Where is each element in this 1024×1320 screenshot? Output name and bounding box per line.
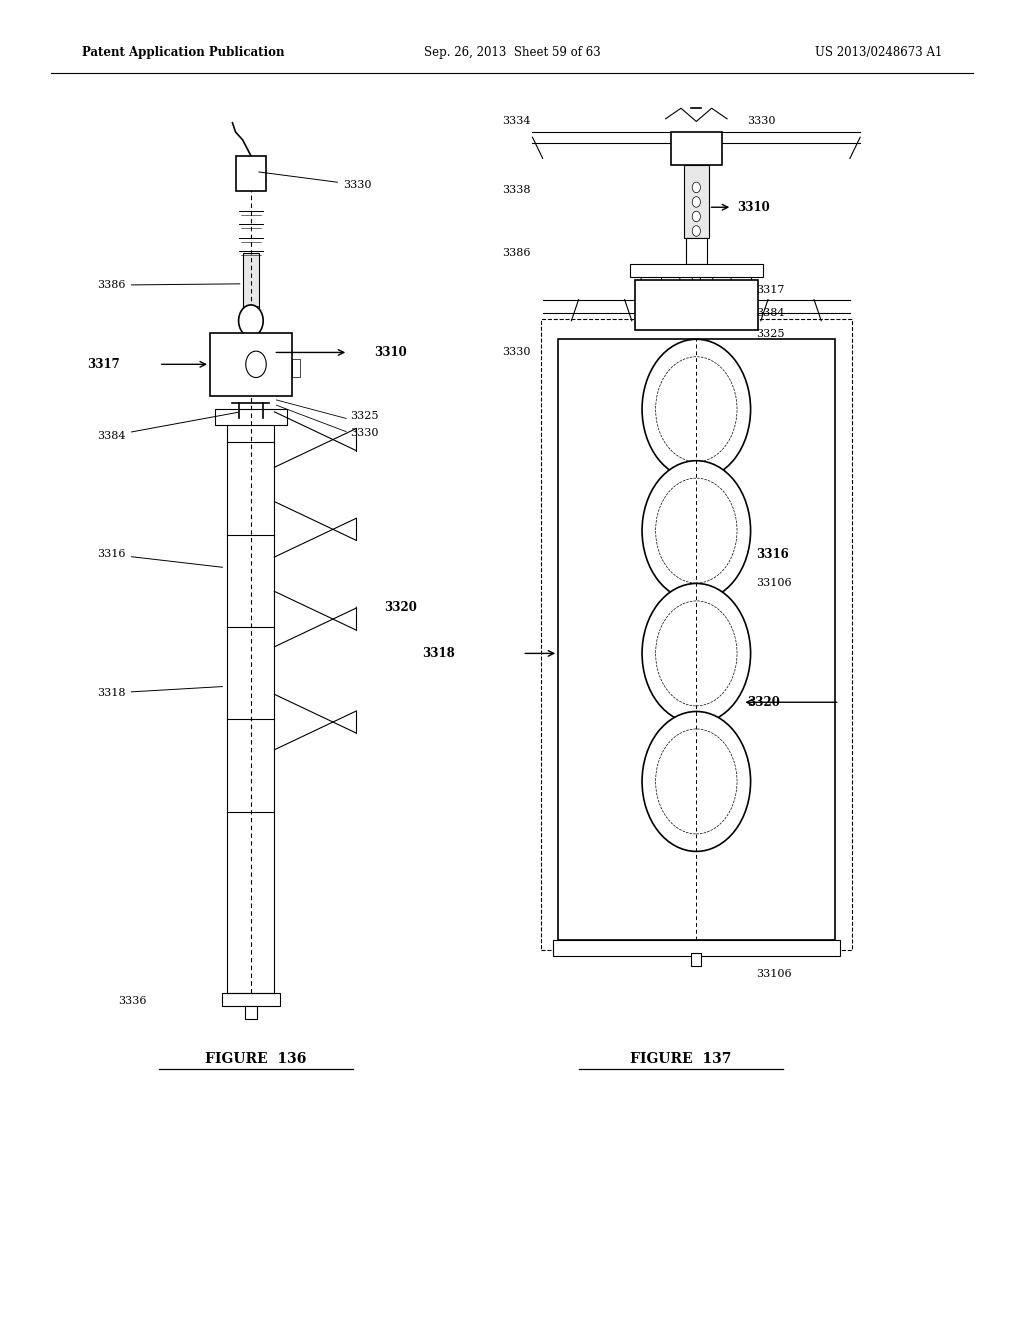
Bar — [222, 993, 280, 1006]
Circle shape — [655, 356, 737, 462]
Text: 3310: 3310 — [737, 201, 770, 214]
Text: 3316: 3316 — [756, 548, 788, 561]
Bar — [553, 940, 840, 956]
Text: 3386: 3386 — [97, 280, 240, 290]
Text: 3384: 3384 — [97, 412, 238, 441]
Circle shape — [655, 478, 737, 583]
Circle shape — [642, 461, 751, 601]
Circle shape — [655, 601, 737, 706]
Bar — [635, 280, 758, 330]
Text: 3316: 3316 — [97, 549, 222, 568]
Circle shape — [692, 226, 700, 236]
Bar — [691, 953, 701, 966]
Text: 3330: 3330 — [259, 172, 372, 190]
Text: 3330: 3330 — [748, 116, 776, 127]
Text: 3318: 3318 — [422, 647, 455, 660]
Circle shape — [642, 711, 751, 851]
Text: Patent Application Publication: Patent Application Publication — [82, 46, 285, 59]
Bar — [684, 165, 709, 238]
Text: 3317: 3317 — [756, 285, 784, 296]
Bar — [243, 253, 259, 314]
Circle shape — [692, 182, 700, 193]
Text: 3330: 3330 — [350, 428, 379, 438]
Text: 33106: 33106 — [756, 969, 792, 979]
Text: 3310: 3310 — [374, 346, 407, 359]
Text: FIGURE  136: FIGURE 136 — [206, 1052, 306, 1065]
Bar — [215, 409, 287, 425]
Circle shape — [642, 583, 751, 723]
Text: 3338: 3338 — [502, 185, 530, 195]
Text: 3318: 3318 — [97, 686, 222, 698]
Text: 3320: 3320 — [748, 696, 780, 709]
Bar — [292, 359, 300, 378]
Text: 3317: 3317 — [87, 358, 120, 371]
Circle shape — [692, 211, 700, 222]
Circle shape — [642, 339, 751, 479]
Bar — [686, 238, 707, 264]
Text: 3386: 3386 — [502, 248, 530, 259]
Text: FIGURE  137: FIGURE 137 — [631, 1052, 731, 1065]
Text: US 2013/0248673 A1: US 2013/0248673 A1 — [815, 46, 942, 59]
Text: 3330: 3330 — [502, 347, 530, 358]
Text: 3384: 3384 — [756, 308, 784, 318]
Text: 3325: 3325 — [756, 329, 784, 339]
Circle shape — [692, 197, 700, 207]
Bar — [210, 333, 292, 396]
Bar — [630, 264, 763, 277]
Circle shape — [655, 729, 737, 834]
Text: Sep. 26, 2013  Sheet 59 of 63: Sep. 26, 2013 Sheet 59 of 63 — [424, 46, 600, 59]
Text: 3336: 3336 — [118, 995, 146, 1006]
Bar — [236, 156, 266, 191]
Text: 3320: 3320 — [384, 601, 417, 614]
Bar — [558, 339, 835, 940]
Text: 33106: 33106 — [756, 578, 792, 589]
Bar — [245, 1006, 257, 1019]
Circle shape — [239, 305, 263, 337]
Text: 3334: 3334 — [502, 116, 530, 127]
Bar — [671, 132, 722, 165]
Text: 3325: 3325 — [350, 411, 379, 421]
Circle shape — [246, 351, 266, 378]
Bar — [541, 319, 852, 950]
